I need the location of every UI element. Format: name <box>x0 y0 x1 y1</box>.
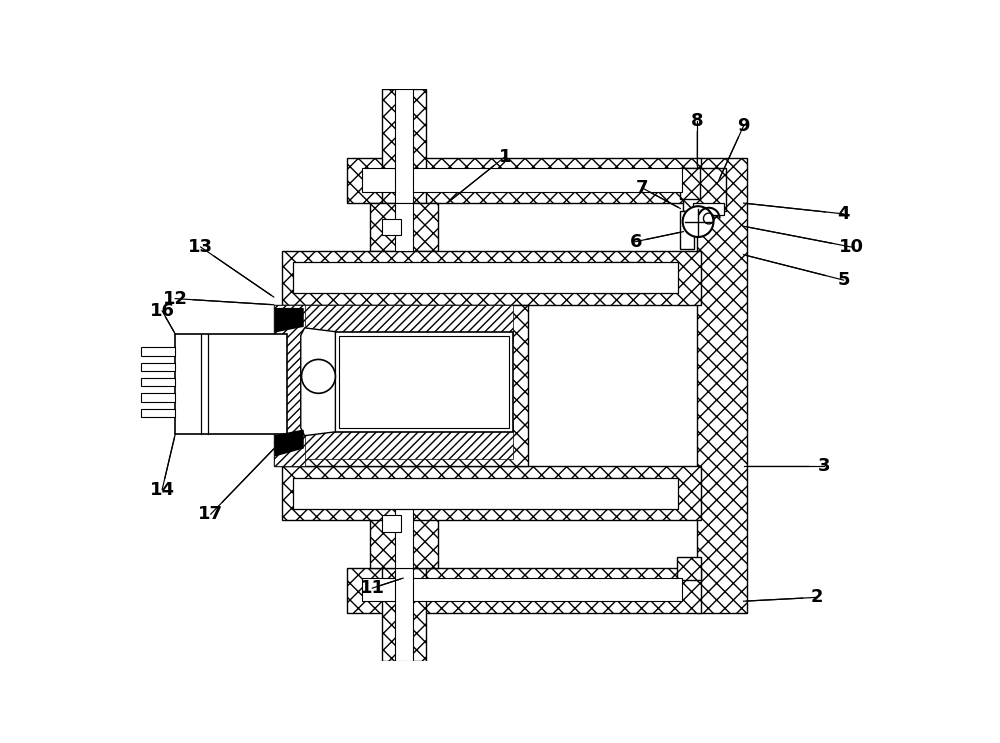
Text: 3: 3 <box>818 458 831 476</box>
Bar <box>282 251 701 305</box>
Text: 7: 7 <box>636 179 648 197</box>
Text: 13: 13 <box>188 238 213 256</box>
Bar <box>362 578 682 601</box>
Bar <box>697 158 747 613</box>
Bar <box>370 505 438 568</box>
Bar <box>141 363 175 371</box>
Bar <box>347 158 701 203</box>
Bar <box>347 568 701 613</box>
Text: 4: 4 <box>837 205 850 223</box>
Bar <box>597 262 651 293</box>
Bar <box>141 347 175 356</box>
Text: 16: 16 <box>150 302 175 320</box>
Bar <box>274 305 305 467</box>
Text: 1: 1 <box>499 148 511 166</box>
Bar <box>395 89 413 203</box>
Circle shape <box>302 360 335 393</box>
Bar <box>382 568 426 661</box>
Bar <box>382 89 426 203</box>
Bar <box>680 211 694 250</box>
Bar <box>370 203 438 251</box>
Bar <box>683 169 726 211</box>
Bar <box>301 343 501 421</box>
Circle shape <box>683 207 713 237</box>
Bar <box>677 557 701 580</box>
Text: 6: 6 <box>629 233 642 250</box>
Bar <box>693 203 724 215</box>
Bar <box>141 393 175 402</box>
Bar <box>382 515 401 532</box>
Text: 10: 10 <box>839 238 864 256</box>
Bar <box>175 334 287 434</box>
Bar <box>335 331 512 432</box>
Text: 5: 5 <box>837 271 850 289</box>
Text: 8: 8 <box>691 112 704 131</box>
Text: 17: 17 <box>198 505 223 523</box>
Bar <box>362 169 682 192</box>
Text: 12: 12 <box>163 290 188 308</box>
Bar <box>395 568 413 661</box>
Polygon shape <box>301 328 335 435</box>
Bar <box>395 505 413 568</box>
Bar <box>339 336 509 428</box>
Bar <box>282 467 701 520</box>
Bar <box>141 378 175 386</box>
Bar <box>680 169 700 199</box>
Bar <box>382 218 401 236</box>
Bar <box>293 478 678 509</box>
Text: 11: 11 <box>360 579 385 597</box>
Text: 9: 9 <box>737 117 750 135</box>
Polygon shape <box>275 308 303 331</box>
Bar <box>293 262 678 293</box>
Text: 2: 2 <box>810 588 823 606</box>
Text: 14: 14 <box>150 481 175 499</box>
Bar <box>597 478 651 509</box>
Bar <box>395 203 413 251</box>
Bar <box>289 305 512 343</box>
Bar <box>141 409 175 417</box>
Bar <box>274 305 528 467</box>
Polygon shape <box>275 430 303 455</box>
Bar <box>289 421 512 458</box>
